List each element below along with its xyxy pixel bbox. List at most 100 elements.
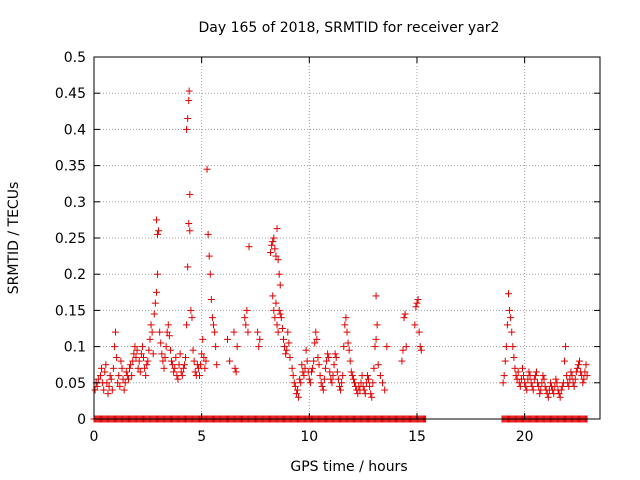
data-point [359, 382, 367, 390]
data-point [164, 321, 172, 329]
data-point [347, 368, 355, 376]
data-point [307, 368, 315, 376]
data-point [171, 364, 179, 372]
data-point [120, 386, 128, 394]
data-point [291, 382, 299, 390]
data-point [98, 364, 106, 372]
data-point [524, 375, 532, 383]
data-point [343, 328, 351, 336]
data-point [211, 328, 219, 336]
data-point [232, 368, 240, 376]
data-point [556, 393, 564, 401]
data-point [334, 375, 342, 383]
data-point [212, 343, 220, 351]
data-point [360, 386, 368, 394]
data-point [200, 353, 208, 361]
data-point [546, 379, 554, 387]
data-point [101, 368, 109, 376]
y-axis-label: SRMTID / TECUs [6, 182, 22, 295]
data-point [310, 357, 318, 365]
data-point [177, 368, 185, 376]
data-point [402, 343, 410, 351]
chart-title: Day 165 of 2018, SRMTID for receiver yar… [199, 20, 500, 36]
data-point [163, 328, 171, 336]
data-point [540, 375, 548, 383]
data-point [230, 328, 238, 336]
data-point [323, 357, 331, 365]
data-point [152, 288, 160, 296]
data-point [555, 390, 563, 398]
data-point [560, 357, 568, 365]
data-point [330, 361, 338, 369]
data-point [154, 270, 162, 278]
y-tick-label: 0.25 [55, 231, 86, 247]
data-point [295, 393, 303, 401]
data-point [156, 328, 164, 336]
data-point [327, 375, 335, 383]
data-point [553, 379, 561, 387]
data-point [122, 368, 130, 376]
data-point [231, 364, 239, 372]
data-point [332, 353, 340, 361]
data-point [276, 310, 284, 318]
data-point [329, 372, 337, 380]
data-point [161, 353, 169, 361]
data-point [562, 343, 570, 351]
data-point [373, 321, 381, 329]
data-point [328, 379, 336, 387]
data-point [369, 379, 377, 387]
data-point [312, 328, 320, 336]
data-point [318, 382, 326, 390]
x-tick-label: 20 [516, 429, 534, 445]
data-point [538, 379, 546, 387]
data-point [370, 364, 378, 372]
data-point [319, 386, 327, 394]
data-point [571, 375, 579, 383]
data-point [94, 375, 102, 383]
data-point [412, 303, 420, 311]
data-point [292, 390, 300, 398]
data-point [267, 248, 275, 256]
data-point [532, 368, 540, 376]
data-point [536, 390, 544, 398]
data-point [296, 375, 304, 383]
data-point [271, 245, 279, 253]
data-point [354, 390, 362, 398]
data-point [274, 328, 282, 336]
data-point [204, 230, 212, 238]
data-point [551, 382, 559, 390]
data-point [207, 296, 215, 304]
y-tick-label: 0.45 [55, 86, 86, 102]
data-point [284, 328, 292, 336]
data-point [191, 368, 199, 376]
data-point [201, 364, 209, 372]
data-point [543, 390, 551, 398]
data-point [342, 314, 350, 322]
y-tick-label: 0.05 [55, 376, 86, 392]
data-point [514, 368, 522, 376]
data-point [503, 321, 511, 329]
data-points [90, 87, 591, 423]
data-point [165, 332, 173, 340]
data-point [146, 335, 154, 343]
data-point [184, 263, 192, 271]
x-axis-label: GPS time / hours [290, 459, 407, 475]
data-point [399, 346, 407, 354]
data-point [417, 346, 425, 354]
data-point [539, 372, 547, 380]
data-point [197, 361, 205, 369]
data-point [523, 386, 531, 394]
data-point [340, 343, 348, 351]
data-point [512, 372, 520, 380]
data-point [582, 361, 590, 369]
data-point [517, 375, 525, 383]
data-point [203, 165, 211, 173]
data-point [174, 375, 182, 383]
data-point [500, 372, 508, 380]
data-point [114, 379, 122, 387]
data-point [100, 386, 108, 394]
data-point [507, 314, 515, 322]
data-point [190, 357, 198, 365]
data-point [337, 386, 345, 394]
data-point [126, 364, 134, 372]
